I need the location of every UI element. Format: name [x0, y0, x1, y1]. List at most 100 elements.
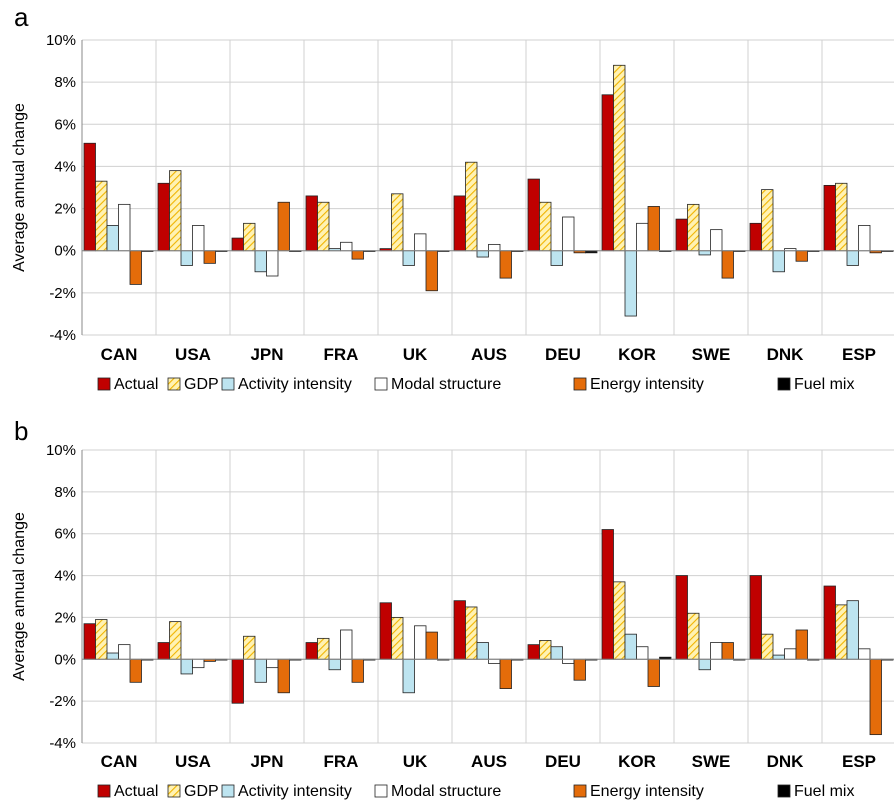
legend-label: Energy intensity — [590, 376, 704, 393]
bar-energy-intensity-kor — [647, 658, 660, 687]
chart-panel-a: a -4% -2% 0% 2% 4% 6% 8% 10% Average annual chang… — [11, 2, 894, 393]
bar-energy-intensity-jpn — [277, 201, 290, 252]
chart-panel-b: b -4% -2% 0% 2% 4% 6% 8% 10% Average annual chang… — [11, 416, 894, 800]
bar-activity-intensity-can — [106, 225, 119, 252]
bar-actual-dnk — [749, 575, 762, 660]
bar-modal-structure-aus — [488, 658, 501, 664]
legend-swatch — [97, 784, 111, 798]
bar-activity-intensity-kor — [624, 250, 637, 317]
bar-modal-structure-swe — [710, 229, 723, 252]
category-label: SWE — [692, 752, 731, 771]
bar-energy-intensity-uk — [425, 631, 438, 660]
bar-modal-structure-kor — [636, 646, 649, 660]
category-label: SWE — [692, 345, 731, 364]
bar-modal-structure-kor — [636, 222, 649, 252]
category-label: ESP — [842, 345, 876, 364]
bar-energy-intensity-dnk — [795, 250, 808, 262]
bar-actual-fra — [305, 642, 318, 660]
bar-modal-structure-esp — [858, 225, 871, 252]
y-axis-label: Average annual change — [11, 103, 28, 272]
legend-label: Fuel mix — [794, 376, 854, 393]
bar-activity-intensity-aus — [476, 250, 489, 258]
y-tick-label: 2% — [54, 609, 76, 626]
bar-activity-intensity-dnk — [772, 250, 785, 273]
category-label: KOR — [618, 752, 656, 771]
category-label: ESP — [842, 752, 876, 771]
bar-gdp-deu — [539, 201, 552, 252]
bar-activity-intensity-usa — [180, 658, 193, 675]
legend-swatch — [374, 377, 388, 391]
bar-energy-intensity-dnk — [795, 629, 808, 660]
bar-activity-intensity-uk — [402, 658, 415, 694]
bar-actual-uk — [379, 602, 392, 660]
legend-label: GDP — [184, 376, 219, 393]
legend-swatch — [97, 377, 111, 391]
legend-label: Energy intensity — [590, 783, 704, 800]
category-label: UK — [403, 345, 428, 364]
bar-energy-intensity-fra — [351, 250, 364, 260]
bar-actual-aus — [453, 600, 466, 660]
bar-activity-intensity-deu — [550, 646, 563, 660]
bar-energy-intensity-deu — [573, 658, 586, 681]
bar-gdp-uk — [391, 193, 404, 252]
y-tick-label: 0% — [54, 651, 76, 668]
bar-actual-esp — [823, 585, 836, 660]
bar-activity-intensity-aus — [476, 642, 489, 660]
bar-energy-intensity-can — [129, 250, 142, 285]
legend-label: Modal structure — [391, 376, 501, 393]
bar-actual-esp — [823, 184, 836, 252]
legend-swatch — [167, 377, 181, 391]
legend-swatch — [777, 784, 791, 798]
bar-gdp-jpn — [243, 635, 256, 660]
category-label: CAN — [101, 345, 138, 364]
bar-actual-aus — [453, 195, 466, 252]
bar-actual-swe — [675, 218, 688, 252]
bar-gdp-fra — [317, 201, 330, 252]
category-label: JPN — [250, 752, 283, 771]
legend-swatch — [573, 784, 587, 798]
legend-label: Activity intensity — [238, 783, 352, 800]
bar-modal-structure-uk — [414, 625, 427, 660]
bar-energy-intensity-swe — [721, 250, 734, 279]
bar-modal-structure-fra — [340, 241, 353, 252]
bar-actual-can — [83, 623, 96, 660]
bar-activity-intensity-uk — [402, 250, 415, 266]
legend-label: Actual — [114, 783, 158, 800]
bar-gdp-dnk — [761, 189, 774, 252]
bar-modal-structure-swe — [710, 642, 723, 660]
category-label: USA — [175, 752, 211, 771]
bar-actual-swe — [675, 575, 688, 660]
bar-activity-intensity-kor — [624, 633, 637, 660]
bar-gdp-swe — [687, 612, 700, 660]
bar-gdp-kor — [613, 64, 626, 252]
bar-modal-structure-dnk — [784, 648, 797, 660]
legend-label: Fuel mix — [794, 783, 854, 800]
category-label: AUS — [471, 752, 507, 771]
y-tick-label: 2% — [54, 201, 76, 218]
bar-modal-structure-jpn — [266, 658, 279, 669]
bar-gdp-dnk — [761, 633, 774, 660]
bar-gdp-kor — [613, 581, 626, 660]
bar-modal-structure-fra — [340, 629, 353, 660]
legend-label: Activity intensity — [238, 376, 352, 393]
bar-activity-intensity-esp — [846, 250, 859, 266]
bar-energy-intensity-jpn — [277, 658, 290, 694]
bar-actual-usa — [157, 182, 170, 252]
legend-label: Actual — [114, 376, 158, 393]
bar-actual-jpn — [231, 658, 244, 704]
y-tick-label: -4% — [49, 735, 76, 752]
legend-swatch — [777, 377, 791, 391]
y-axis-label: Average annual change — [11, 512, 28, 681]
category-label: DNK — [767, 752, 805, 771]
bar-energy-intensity-aus — [499, 658, 512, 689]
bar-gdp-aus — [465, 606, 478, 660]
bar-gdp-swe — [687, 203, 700, 252]
category-label: KOR — [618, 345, 656, 364]
y-tick-label: 8% — [54, 74, 76, 91]
bar-gdp-can — [95, 619, 108, 660]
bar-energy-intensity-kor — [647, 206, 660, 252]
bar-energy-intensity-swe — [721, 642, 734, 660]
bar-actual-usa — [157, 642, 170, 660]
bar-modal-structure-can — [118, 644, 131, 660]
bar-actual-deu — [527, 178, 540, 252]
